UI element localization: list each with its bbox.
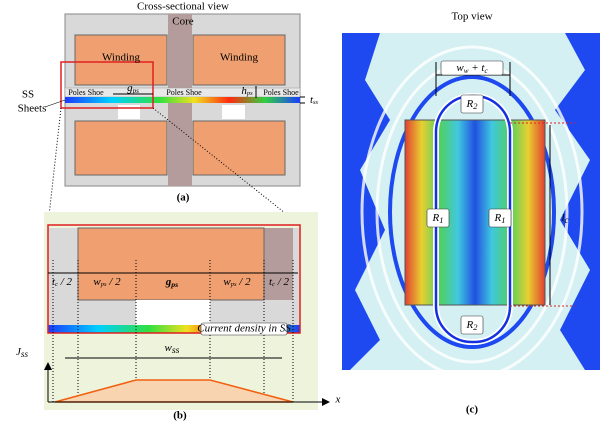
caption: (b) — [173, 410, 187, 422]
x-axis-label: x — [335, 394, 341, 406]
figure: Cross-sectional view Core Winding Winding Po… — [0, 0, 604, 423]
core-label: Core — [172, 16, 194, 28]
subscript: 1 — [501, 215, 505, 225]
subscript: ps — [170, 280, 178, 289]
pole-shoe-label: Poles Shoe — [263, 88, 299, 97]
subscript: ss — [21, 349, 29, 359]
winding-label: Winding — [102, 52, 141, 64]
subscript: ss — [313, 99, 319, 106]
subscript: ss — [172, 345, 180, 356]
sheets-label: SS — [22, 89, 34, 101]
title: Cross-sectional view — [137, 1, 229, 13]
symbol: / 2 — [237, 276, 252, 288]
pole-shoe-label: Poles Shoe — [166, 88, 202, 97]
subscript: ps — [132, 87, 140, 95]
strip-label: Current density in SS — [197, 323, 291, 335]
symbol: + t — [468, 62, 485, 74]
pole-shoe-label: Poles Shoe — [68, 88, 104, 97]
panel-b — [44, 212, 330, 410]
dimension-label: wps / 2 — [93, 276, 121, 289]
dimension-label: wps / 2 — [223, 276, 251, 289]
caption: (c) — [466, 404, 479, 416]
title: Top view — [451, 11, 492, 23]
winding-label: Winding — [220, 52, 259, 64]
subscript: 1 — [439, 215, 443, 225]
width-label: ww + tc — [456, 62, 488, 75]
y-axis-label: Jss — [16, 346, 28, 360]
caption: (a) — [177, 192, 190, 204]
sheets-label: Sheets — [18, 103, 47, 115]
thickness-label: tss — [310, 94, 319, 107]
subscript: ps — [246, 90, 253, 97]
symbol: / 2 — [107, 276, 122, 288]
panel-a — [45, 14, 305, 225]
symbol: / 2 — [275, 276, 290, 288]
subscript: c — [565, 215, 569, 225]
symbol: / 2 — [58, 276, 73, 288]
